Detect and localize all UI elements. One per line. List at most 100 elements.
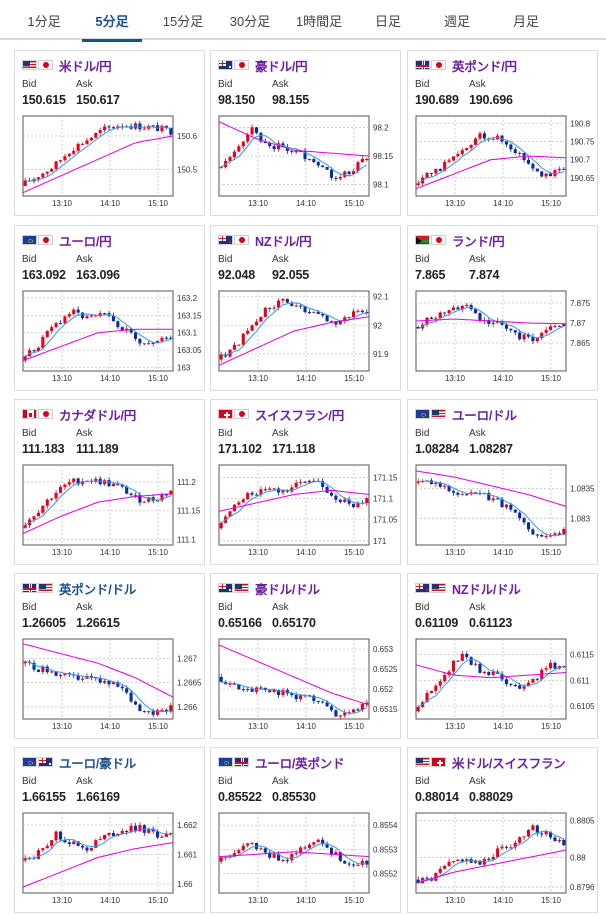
rate-card[interactable]: ユーロ/ドル Bid Ask 1.08284 1.08287 13:10 14:10 15:1… (407, 399, 598, 565)
candlestick-chart[interactable]: 13:10 14:10 15:10 0.6115 0.611 0.6105 (415, 638, 595, 735)
rate-card[interactable]: 米ドル/円 Bid Ask 150.615 150.617 13:10 14:10 15:10… (14, 50, 205, 216)
rate-card[interactable]: カナダドル/円 Bid Ask 111.183 111.189 13:10 14:10 15:… (14, 399, 205, 565)
currency-pair-link[interactable]: 英ポンド/ドル (59, 582, 137, 597)
tab-5[interactable]: 1時間足 (295, 14, 343, 29)
card-header[interactable]: ユーロ/英ポンド (218, 754, 345, 771)
candle-body (329, 492, 334, 496)
candle-body (129, 692, 133, 702)
rate-card[interactable]: ユーロ/英ポンド Bid Ask 0.85522 0.85530 13:10 14:10 15… (210, 747, 401, 913)
currency-pair-link[interactable]: 英ポンド/円 (452, 59, 517, 74)
rate-card[interactable]: 豪ドル/円 Bid Ask 98.150 98.155 13:10 14:10 15:10 98… (210, 50, 401, 216)
candle-body (478, 133, 482, 139)
candle-body (513, 330, 517, 333)
card-header[interactable]: NZドル/円 (218, 232, 312, 249)
candle-body (343, 171, 347, 177)
card-header[interactable]: ユーロ/豪ドル (22, 754, 137, 771)
candlestick-chart[interactable]: 13:10 14:10 15:10 111.2 111.15 111.1 (22, 464, 201, 561)
candle-body (334, 321, 338, 325)
candle-body (487, 320, 491, 324)
currency-pair-link[interactable]: 豪ドル/円 (255, 59, 308, 74)
candle-body (518, 685, 522, 689)
bid-value: 111.183 (22, 442, 65, 456)
candle-body (465, 653, 469, 658)
card-header[interactable]: ユーロ/ドル (415, 406, 517, 423)
currency-pair-link[interactable]: 豪ドル/ドル (255, 582, 320, 597)
candlestick-chart[interactable]: 13:10 14:10 15:10 163.2 163.15 163.1 163.05 163 (22, 290, 202, 387)
candle-body (425, 172, 429, 178)
candlestick-chart[interactable]: 13:10 14:10 15:10 150.6 150.5 (22, 115, 198, 212)
candlestick-chart[interactable]: 13:10 14:10 15:10 98.2 98.15 98.1 (218, 115, 394, 212)
candle-body (219, 167, 223, 169)
rate-card[interactable]: 米ドル/スイスフラン Bid Ask 0.88014 0.88029 13:10 14:10… (407, 747, 598, 913)
tab-2[interactable]: 5分足 (82, 0, 142, 42)
candlestick-chart[interactable]: 13:10 14:10 15:10 1.267 1.2665 1.266 (22, 638, 202, 735)
candlestick-chart[interactable]: 13:10 14:10 15:10 190.8 190.75 190.7 190.65 (415, 115, 595, 212)
candle-body (451, 156, 456, 161)
candlestick-chart[interactable]: 13:10 14:10 15:10 92.1 92 91.9 (218, 290, 393, 387)
y-tick-label: 0.6105 (570, 702, 595, 711)
currency-pair-link[interactable]: カナダドル/円 (59, 408, 137, 423)
card-header[interactable]: 英ポンド/ドル (22, 580, 137, 597)
y-tick-label: 111.15 (177, 507, 201, 516)
candlestick-chart[interactable]: 13:10 14:10 15:10 1.662 1.661 1.66 (22, 812, 198, 909)
card-header[interactable]: 豪ドル/円 (218, 57, 308, 74)
candle-body (443, 485, 447, 487)
candle-body (36, 347, 40, 352)
rate-card[interactable]: ユーロ/円 Bid Ask 163.092 163.096 13:10 14:10 15:10… (14, 225, 205, 391)
currency-pair-link[interactable]: ランド/円 (452, 234, 505, 249)
candle-body (32, 350, 36, 352)
currency-pair-link[interactable]: 米ドル/円 (59, 59, 112, 74)
rate-card[interactable]: ランド/円 Bid Ask 7.865 7.874 13:10 14:10 15:10 7.87… (407, 225, 598, 391)
rate-card[interactable]: スイスフラン/円 Bid Ask 171.102 171.118 13:10 14:10 15… (210, 399, 401, 565)
candle-body (329, 847, 334, 855)
tab-8[interactable]: 月足 (512, 14, 539, 29)
currency-pair-link[interactable]: NZドル/円 (255, 234, 312, 249)
card-header[interactable]: ランド/円 (415, 232, 505, 249)
candlestick-chart[interactable]: 13:10 14:10 15:10 0.653 0.6525 0.652 0.6515 (218, 638, 398, 735)
candlestick-chart[interactable]: 13:10 14:10 15:10 1.0835 1.083 (415, 464, 595, 561)
card-header[interactable]: 豪ドル/ドル (218, 580, 320, 597)
tab-7[interactable]: 週足 (443, 14, 470, 29)
candle-body (425, 877, 429, 879)
currency-pair-link[interactable]: スイスフラン/円 (255, 408, 344, 423)
card-header[interactable]: NZドル/ドル (415, 580, 521, 597)
candle-body (85, 676, 89, 679)
card-header[interactable]: ユーロ/円 (22, 232, 112, 249)
rate-card[interactable]: 英ポンド/円 Bid Ask 190.689 190.696 13:10 14:10 15:1… (407, 50, 598, 216)
tab-1[interactable]: 1分足 (27, 14, 61, 29)
candle-body (531, 678, 535, 683)
candle-body (299, 695, 303, 700)
tab-4[interactable]: 30分足 (229, 14, 271, 29)
currency-pair-link[interactable]: ユーロ/豪ドル (59, 756, 137, 771)
candle-body (531, 825, 535, 831)
candle-body (557, 168, 561, 171)
candle-body (451, 861, 456, 863)
rate-card[interactable]: ユーロ/豪ドル Bid Ask 1.66155 1.66169 13:10 14:10 15:… (14, 747, 205, 913)
tab-6[interactable]: 日足 (374, 14, 401, 29)
rate-card[interactable]: 英ポンド/ドル Bid Ask 1.26605 1.26615 13:10 14:10 15:… (14, 573, 205, 739)
candlestick-chart[interactable]: 13:10 14:10 15:10 7.875 7.87 7.865 (415, 290, 591, 387)
currency-pair-link[interactable]: NZドル/ドル (452, 582, 521, 597)
rate-card[interactable]: NZドル/円 Bid Ask 92.048 92.055 13:10 14:10 15:10 9… (210, 225, 401, 391)
rate-card[interactable]: 豪ドル/ドル Bid Ask 0.65166 0.65170 13:10 14:10 15:1… (210, 573, 401, 739)
candle-body (438, 868, 442, 873)
candlestick-chart[interactable]: 13:10 14:10 15:10 0.8805 0.88 0.8796 (415, 812, 595, 909)
candlestick-chart[interactable]: 13:10 14:10 15:10 171.15 171.1 171.05 171 (218, 464, 398, 561)
currency-pair-link[interactable]: ユーロ/ドル (452, 408, 517, 423)
card-header[interactable]: 米ドル/円 (22, 57, 112, 74)
card-header[interactable]: 英ポンド/円 (415, 57, 517, 74)
bid-label: Bid (415, 79, 430, 90)
y-tick-label: 171 (373, 537, 387, 546)
tab-3[interactable]: 15分足 (162, 14, 204, 29)
candle-body (447, 160, 451, 162)
currency-pair-link[interactable]: 米ドル/スイスフラン (452, 756, 566, 771)
candle-body (107, 680, 111, 685)
card-header[interactable]: スイスフラン/円 (218, 406, 344, 423)
card-header[interactable]: カナダドル/円 (22, 406, 137, 423)
rate-card[interactable]: NZドル/ドル Bid Ask 0.61109 0.61123 13:10 14:10 15:… (407, 573, 598, 739)
currency-pair-link[interactable]: ユーロ/英ポンド (255, 756, 345, 771)
y-tick-label: 1.266 (177, 703, 198, 712)
currency-pair-link[interactable]: ユーロ/円 (59, 234, 112, 249)
card-header[interactable]: 米ドル/スイスフラン (415, 754, 566, 771)
candlestick-chart[interactable]: 13:10 14:10 15:10 0.8554 0.8553 0.8552 (218, 812, 398, 909)
